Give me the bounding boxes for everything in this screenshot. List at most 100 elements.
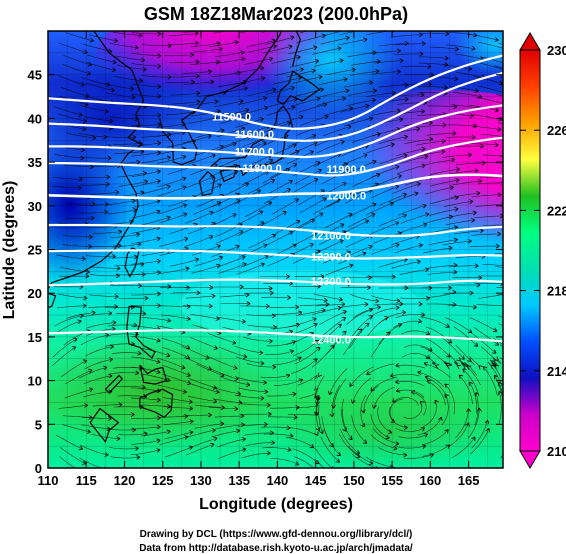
colorbar-label: 218 xyxy=(547,284,566,299)
streamline-arrowhead xyxy=(314,431,319,436)
streamline-arrowhead xyxy=(363,153,368,158)
streamline-arrowhead xyxy=(394,221,400,226)
streamline-arrowhead xyxy=(399,117,404,122)
streamline xyxy=(243,337,273,342)
streamline xyxy=(298,103,327,113)
streamline-arrowhead xyxy=(268,158,274,164)
streamline xyxy=(244,154,273,168)
streamline-arrowhead xyxy=(375,69,380,74)
streamline-arrowhead xyxy=(107,416,112,422)
streamline xyxy=(131,180,161,188)
streamline xyxy=(131,52,162,57)
streamline-arrowhead xyxy=(297,75,302,81)
streamline-arrowhead xyxy=(84,403,89,408)
streamline xyxy=(426,380,446,406)
streamline-arrowhead xyxy=(288,44,293,50)
streamline xyxy=(215,230,244,244)
streamline-arrowhead xyxy=(83,295,88,301)
streamline xyxy=(164,446,193,458)
streamline-arrowhead xyxy=(295,219,301,225)
streamline xyxy=(352,306,381,319)
y-tick-label: 30 xyxy=(28,199,42,214)
streamline xyxy=(239,107,268,116)
streamline xyxy=(320,436,340,463)
streamline-arrowhead xyxy=(422,203,427,209)
streamline xyxy=(80,176,111,178)
streamline-arrowhead xyxy=(267,411,272,417)
streamline-arrowhead xyxy=(427,81,432,87)
streamline-arrowhead xyxy=(81,256,86,261)
streamline-arrowhead xyxy=(425,212,430,217)
streamline xyxy=(196,363,225,377)
streamline xyxy=(110,456,140,459)
streamline xyxy=(370,222,399,235)
streamline xyxy=(455,344,475,365)
colorbar-min-arrow xyxy=(519,450,541,469)
streamline-arrowhead xyxy=(346,250,351,255)
streamline xyxy=(370,434,398,449)
streamline-arrowhead xyxy=(136,159,141,165)
streamline xyxy=(476,97,503,104)
height-contour-line xyxy=(48,104,503,159)
streamline xyxy=(471,194,502,198)
streamline-arrowhead xyxy=(365,322,370,328)
streamline xyxy=(240,403,271,406)
streamline xyxy=(390,373,420,377)
streamline xyxy=(338,39,368,46)
streamline xyxy=(266,393,297,397)
streamline-arrowhead xyxy=(445,362,450,368)
streamline xyxy=(401,352,431,359)
streamline-arrowhead xyxy=(416,182,421,187)
streamline xyxy=(185,295,216,299)
streamline-arrowhead xyxy=(108,310,113,316)
streamline-arrowhead xyxy=(142,170,147,176)
streamline xyxy=(234,345,264,354)
streamline-arrowhead xyxy=(135,232,140,238)
streamline xyxy=(298,297,328,301)
streamline-arrowhead xyxy=(427,64,432,69)
streamline-arrowhead xyxy=(234,376,239,381)
streamline-arrowhead xyxy=(241,126,246,132)
streamline xyxy=(272,312,303,315)
streamline-arrowhead xyxy=(471,134,476,140)
streamline-arrowhead xyxy=(471,217,476,223)
y-tick-label: 5 xyxy=(35,417,42,432)
streamline xyxy=(378,312,406,325)
streamline-arrowhead xyxy=(213,345,218,350)
coastline xyxy=(198,171,216,196)
streamline-arrowhead xyxy=(313,141,318,146)
y-tick-label: 25 xyxy=(28,243,42,258)
streamline-arrowhead xyxy=(418,243,423,248)
streamline xyxy=(287,414,318,416)
streamline xyxy=(371,110,401,116)
streamline xyxy=(391,261,421,269)
streamline xyxy=(296,405,318,416)
streamline-arrowhead xyxy=(263,105,269,111)
streamline-arrowhead xyxy=(494,142,499,148)
streamline-arrowhead xyxy=(243,354,248,359)
streamline xyxy=(81,77,110,86)
streamline xyxy=(186,429,216,438)
streamline xyxy=(316,223,345,239)
streamline xyxy=(61,424,91,433)
streamline-arrowhead xyxy=(360,422,365,428)
streamline-arrowhead xyxy=(299,67,304,72)
streamline xyxy=(90,266,121,269)
streamline-arrowhead xyxy=(108,373,113,379)
streamline xyxy=(130,449,161,455)
height-contour-line xyxy=(48,249,503,260)
streamline xyxy=(80,444,109,456)
streamline-arrowhead xyxy=(87,244,92,249)
streamline xyxy=(494,65,503,69)
streamline xyxy=(215,58,246,64)
streamline xyxy=(441,393,449,426)
streamline xyxy=(246,40,276,48)
streamline xyxy=(169,42,199,45)
streamline xyxy=(462,368,480,397)
streamline xyxy=(360,394,367,427)
streamline xyxy=(113,143,143,145)
streamline xyxy=(400,297,430,299)
streamline xyxy=(240,31,250,34)
streamline-arrowhead xyxy=(240,413,245,419)
streamline xyxy=(476,304,503,307)
